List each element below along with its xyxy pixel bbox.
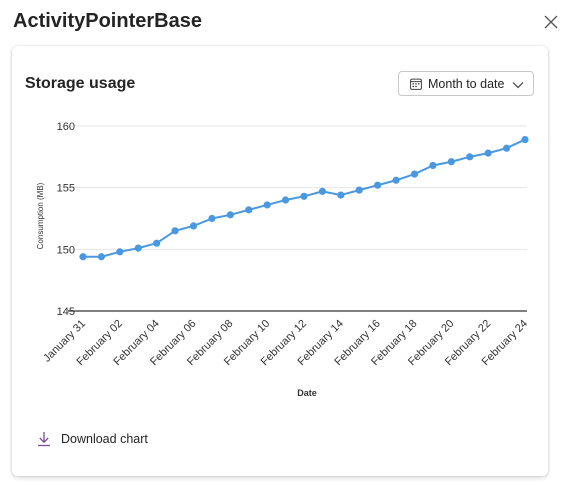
y-tick-label: 160 bbox=[57, 121, 75, 133]
data-point[interactable] bbox=[521, 135, 529, 144]
y-axis-label: Consumption (MB) bbox=[36, 182, 45, 249]
data-point[interactable] bbox=[263, 201, 271, 209]
data-point[interactable] bbox=[189, 222, 198, 230]
data-point[interactable] bbox=[226, 211, 234, 219]
data-point[interactable] bbox=[447, 158, 455, 166]
data-point[interactable] bbox=[79, 253, 87, 261]
download-chart-label: Download chart bbox=[61, 432, 148, 446]
calendar-icon bbox=[410, 78, 422, 90]
data-point[interactable] bbox=[466, 153, 474, 161]
data-point[interactable] bbox=[208, 214, 216, 223]
data-point[interactable] bbox=[337, 191, 345, 199]
data-point[interactable] bbox=[355, 186, 363, 194]
data-point[interactable] bbox=[318, 187, 327, 195]
chevron-down-icon bbox=[512, 78, 524, 90]
data-point[interactable] bbox=[502, 144, 511, 152]
data-point[interactable] bbox=[171, 227, 179, 235]
y-tick-label: 155 bbox=[57, 183, 75, 195]
data-point[interactable] bbox=[116, 248, 124, 256]
card-title: Storage usage bbox=[25, 75, 136, 92]
close-icon bbox=[544, 15, 558, 29]
data-point[interactable] bbox=[97, 253, 106, 261]
download-icon bbox=[37, 431, 51, 447]
chart-gridlines bbox=[68, 125, 527, 312]
data-point[interactable] bbox=[153, 239, 161, 247]
x-axis-label: Date bbox=[297, 388, 317, 398]
data-point[interactable] bbox=[429, 161, 437, 170]
dialog-title: ActivityPointerBase bbox=[13, 10, 202, 32]
series-consumption bbox=[79, 135, 529, 261]
data-point[interactable] bbox=[245, 206, 253, 214]
data-point[interactable] bbox=[281, 196, 290, 204]
data-point[interactable] bbox=[300, 192, 308, 200]
close-button[interactable] bbox=[539, 10, 563, 34]
y-tick-label: 150 bbox=[57, 244, 75, 256]
y-tick-label: 145 bbox=[57, 306, 75, 318]
y-axis-ticks: 145 150 155 160 bbox=[57, 121, 75, 318]
date-range-dropdown[interactable]: Month to date bbox=[398, 71, 534, 96]
storage-usage-card: Storage usage Month to date bbox=[12, 46, 548, 476]
data-point[interactable] bbox=[374, 181, 382, 189]
download-chart-button[interactable]: Download chart bbox=[37, 429, 148, 449]
data-point[interactable] bbox=[392, 176, 400, 184]
date-range-label: Month to date bbox=[428, 76, 505, 91]
data-point[interactable] bbox=[134, 244, 142, 252]
data-point[interactable] bbox=[410, 170, 419, 178]
data-point[interactable] bbox=[484, 149, 492, 157]
